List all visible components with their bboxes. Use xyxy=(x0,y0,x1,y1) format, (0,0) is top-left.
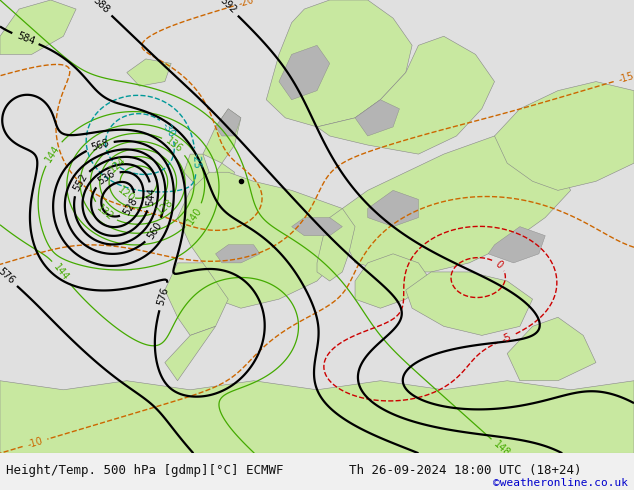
Text: Th 26-09-2024 18:00 UTC (18+24): Th 26-09-2024 18:00 UTC (18+24) xyxy=(349,464,581,477)
Text: 144: 144 xyxy=(51,262,70,283)
Text: 132: 132 xyxy=(94,203,115,222)
Polygon shape xyxy=(355,100,399,136)
Text: 544: 544 xyxy=(145,187,157,206)
Text: 0: 0 xyxy=(493,259,505,270)
Text: 552: 552 xyxy=(71,172,89,194)
Polygon shape xyxy=(317,36,495,154)
Polygon shape xyxy=(178,172,355,308)
Text: 536: 536 xyxy=(96,169,117,187)
Text: 528: 528 xyxy=(122,196,140,217)
Polygon shape xyxy=(0,0,76,54)
Text: 576: 576 xyxy=(0,267,16,286)
Polygon shape xyxy=(279,46,330,100)
Text: 568: 568 xyxy=(89,138,110,153)
Text: -15: -15 xyxy=(617,71,634,85)
Text: 120: 120 xyxy=(116,185,137,204)
Polygon shape xyxy=(165,263,228,335)
Polygon shape xyxy=(342,136,571,272)
Text: -5: -5 xyxy=(500,332,514,344)
Polygon shape xyxy=(216,245,260,263)
Polygon shape xyxy=(127,59,171,86)
Text: -30: -30 xyxy=(160,120,178,139)
Text: 136: 136 xyxy=(164,136,184,155)
Polygon shape xyxy=(216,109,241,136)
Text: 128: 128 xyxy=(155,197,175,217)
Text: -25: -25 xyxy=(190,153,201,170)
Polygon shape xyxy=(488,226,545,263)
Polygon shape xyxy=(203,109,241,163)
Polygon shape xyxy=(317,209,355,281)
Polygon shape xyxy=(0,381,634,453)
Polygon shape xyxy=(165,326,216,381)
Text: 576: 576 xyxy=(156,286,171,307)
Text: 584: 584 xyxy=(15,30,36,47)
Text: 144: 144 xyxy=(44,143,62,164)
Text: 592: 592 xyxy=(217,0,238,16)
Polygon shape xyxy=(507,318,596,381)
Polygon shape xyxy=(355,254,431,308)
Polygon shape xyxy=(495,81,634,190)
Polygon shape xyxy=(292,218,342,236)
Text: 560: 560 xyxy=(145,220,164,241)
Polygon shape xyxy=(368,190,418,226)
Text: -10: -10 xyxy=(26,436,44,450)
Text: -20: -20 xyxy=(237,0,255,9)
Text: Height/Temp. 500 hPa [gdmp][°C] ECMWF: Height/Temp. 500 hPa [gdmp][°C] ECMWF xyxy=(6,464,284,477)
Text: 148: 148 xyxy=(492,439,512,459)
Polygon shape xyxy=(266,0,412,127)
Text: 588: 588 xyxy=(91,0,112,16)
Text: 124: 124 xyxy=(107,154,128,174)
Polygon shape xyxy=(406,272,533,335)
Polygon shape xyxy=(184,154,209,186)
Text: ©weatheronline.co.uk: ©weatheronline.co.uk xyxy=(493,478,628,488)
Polygon shape xyxy=(209,163,235,195)
Text: 140: 140 xyxy=(185,205,204,226)
